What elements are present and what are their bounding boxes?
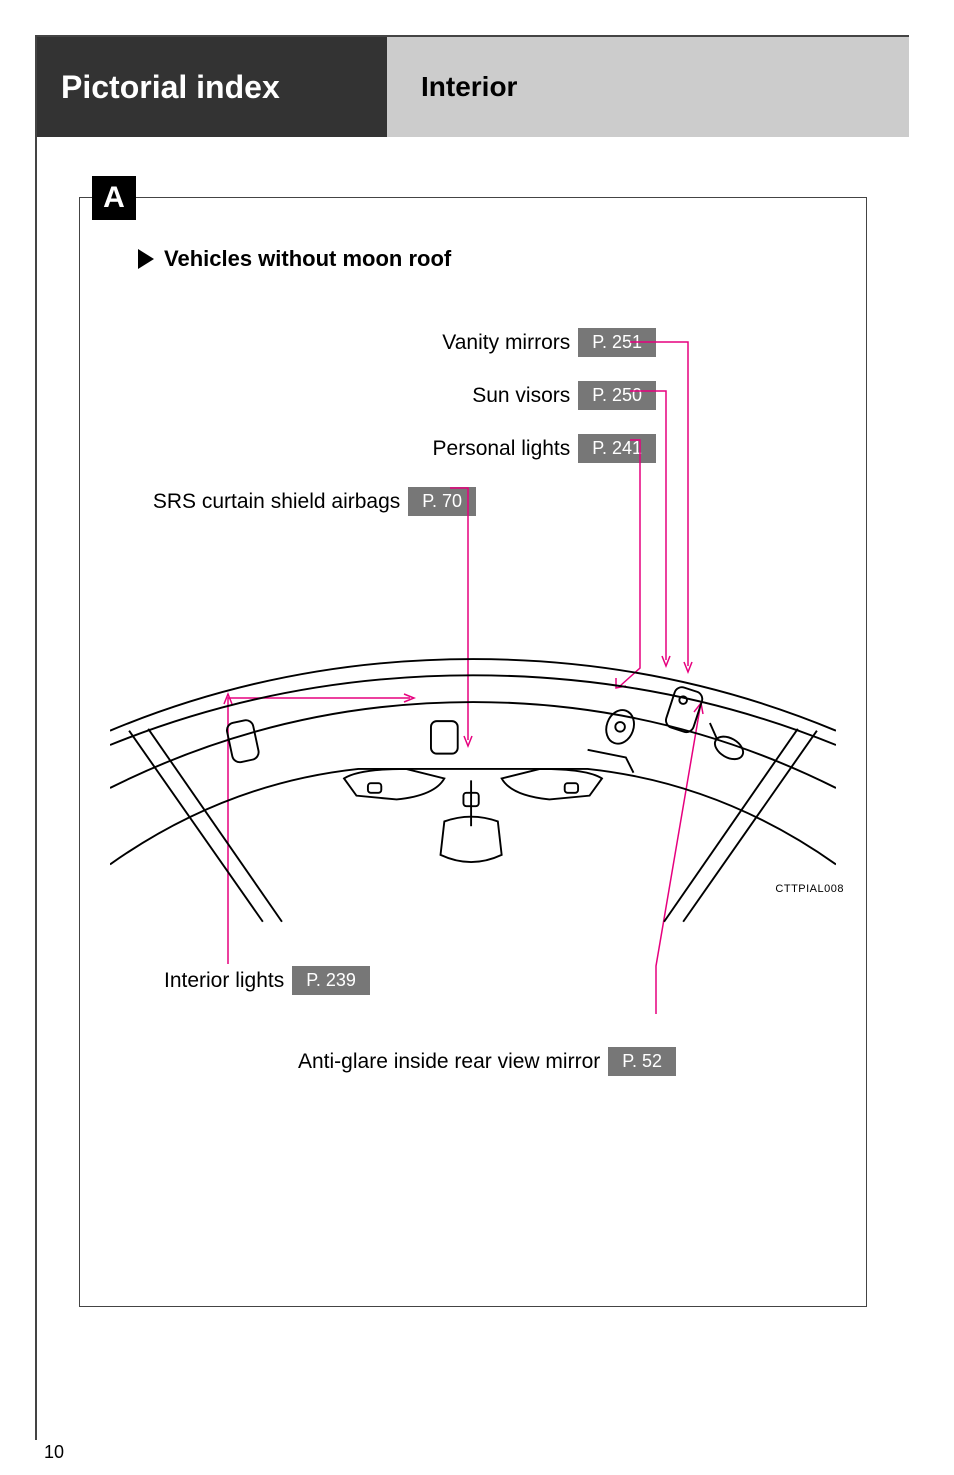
callout-list-bottom: Interior lights P. 239 Anti-glare inside… (164, 966, 866, 1128)
callout-personal-lights: Personal lights P. 241 (80, 434, 866, 463)
callout-sun-visors: Sun visors P. 250 (80, 381, 866, 410)
interior-roof-diagram (110, 628, 836, 948)
page-ref[interactable]: P. 70 (408, 487, 476, 516)
content-area: A Vehicles without moon roof Vanity mirr… (37, 137, 909, 1327)
variant-heading-text: Vehicles without moon roof (164, 246, 451, 272)
content-box: A Vehicles without moon roof Vanity mirr… (79, 197, 867, 1307)
callout-interior-lights: Interior lights P. 239 (164, 966, 866, 995)
triangle-icon (138, 249, 154, 269)
callout-vanity-mirrors: Vanity mirrors P. 251 (80, 328, 866, 357)
page-header: Pictorial index Interior (37, 37, 909, 137)
header-subtitle: Interior (387, 37, 909, 137)
header-title: Pictorial index (37, 37, 387, 137)
callout-label: Sun visors (472, 384, 570, 408)
callout-label: SRS curtain shield airbags (153, 490, 400, 514)
diagram-container: CTTPIAL008 (110, 628, 836, 948)
callout-label: Personal lights (433, 437, 571, 461)
callout-label: Interior lights (164, 969, 284, 993)
callout-label: Vanity mirrors (442, 331, 570, 355)
page-ref[interactable]: P. 241 (578, 434, 656, 463)
page-border: Pictorial index Interior A Vehicles with… (35, 35, 909, 1440)
callout-list-top: Vanity mirrors P. 251 Sun visors P. 250 … (80, 328, 866, 540)
diagram-code: CTTPIAL008 (775, 883, 844, 895)
page-ref[interactable]: P. 251 (578, 328, 656, 357)
variant-heading: Vehicles without moon roof (138, 246, 836, 272)
page-ref[interactable]: P. 250 (578, 381, 656, 410)
callout-label: Anti-glare inside rear view mirror (298, 1050, 600, 1074)
callout-anti-glare-mirror: Anti-glare inside rear view mirror P. 52 (298, 1047, 866, 1076)
page-ref[interactable]: P. 239 (292, 966, 370, 995)
section-marker: A (92, 176, 136, 220)
page-number: 10 (44, 1442, 64, 1463)
callout-srs-airbags: SRS curtain shield airbags P. 70 (80, 487, 866, 516)
page-ref[interactable]: P. 52 (608, 1047, 676, 1076)
